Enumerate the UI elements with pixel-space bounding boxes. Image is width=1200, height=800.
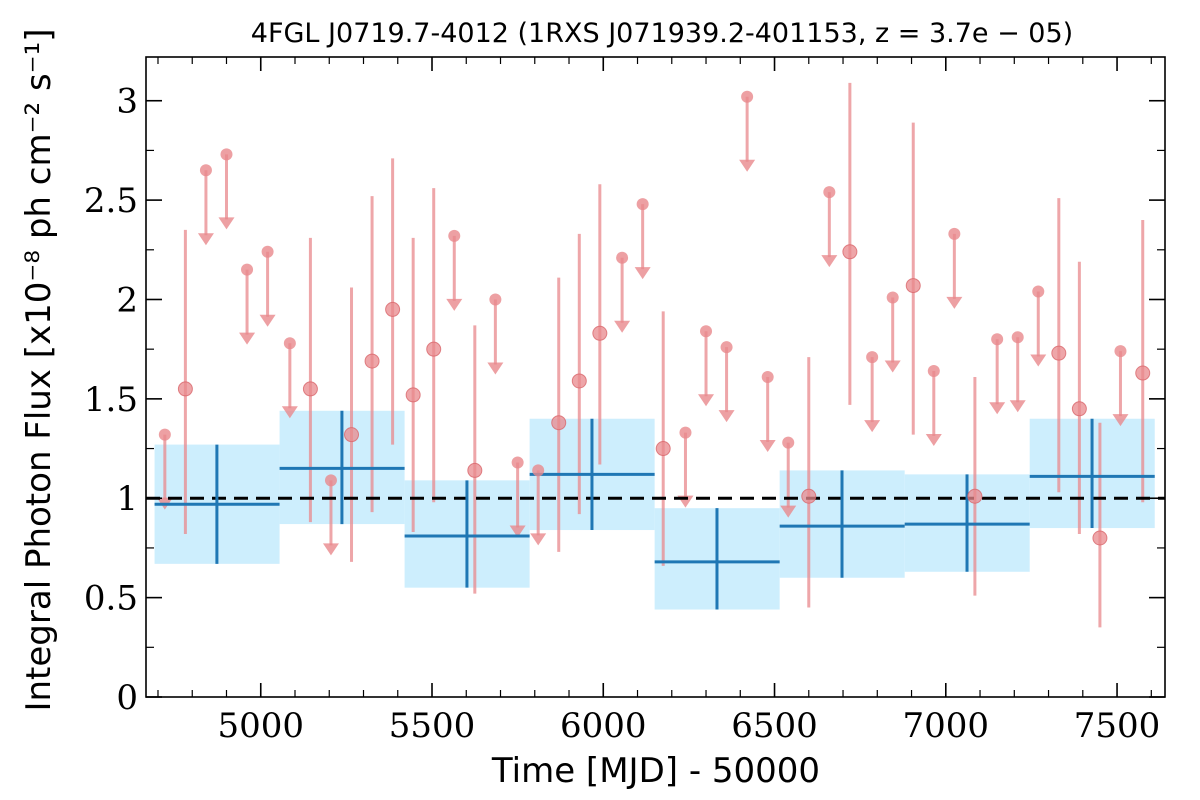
short-bin-point-15 <box>967 488 983 504</box>
short-bin-point-8 <box>551 415 567 431</box>
short-bin-point-12 <box>801 488 817 504</box>
short-bin-point-9 <box>571 373 587 389</box>
upper-limit-point-9 <box>511 456 524 469</box>
upper-limit-point-21 <box>886 291 899 304</box>
short-bin-point-17 <box>1071 401 1087 417</box>
upper-limit-point-12 <box>636 198 649 211</box>
upper-limit-point-22 <box>927 365 940 378</box>
short-bin-point-18 <box>1092 530 1108 546</box>
upper-limit-point-19 <box>823 186 836 199</box>
upper-limit-arrowhead-16 <box>739 159 756 172</box>
upper-limit-point-16 <box>741 90 754 103</box>
upper-limit-arrowhead-3 <box>239 332 256 345</box>
upper-limit-arrowhead-27 <box>1112 414 1129 427</box>
x-tick-label-1: 5500 <box>389 706 476 746</box>
y-tick-label-2: 1 <box>116 479 138 519</box>
upper-limit-arrowhead-26 <box>1030 354 1047 367</box>
axis-ticks: 5000 5500 6000 6500 7000 7500 0 0.5 1 1.5 2 2.5 3 <box>84 57 1165 746</box>
upper-limit-arrowhead-6 <box>322 543 339 556</box>
upper-limit-arrowhead-9 <box>509 525 526 538</box>
upper-limit-arrowhead-19 <box>821 255 838 268</box>
upper-limit-arrowhead-1 <box>197 233 214 246</box>
upper-limit-arrowhead-17 <box>759 440 776 452</box>
upper-limit-point-27 <box>1114 345 1127 358</box>
short-bin-point-10 <box>592 325 608 341</box>
y-tick-label-6: 3 <box>116 82 138 122</box>
x-tick-label-3: 6500 <box>731 706 818 746</box>
short-bin-point-11 <box>655 441 671 457</box>
upper-limit-point-11 <box>616 251 629 264</box>
upper-limit-point-25 <box>1011 331 1024 344</box>
upper-limit-point-2 <box>220 148 233 161</box>
short-bin-point-19 <box>1135 365 1151 381</box>
upper-limit-point-14 <box>700 325 713 338</box>
upper-limit-arrowhead-25 <box>1009 400 1026 413</box>
upper-limit-point-23 <box>948 227 961 240</box>
plot-area <box>146 82 1165 628</box>
upper-limit-point-13 <box>679 426 692 439</box>
upper-limit-point-6 <box>324 474 337 487</box>
y-tick-label-3: 1.5 <box>84 380 138 420</box>
upper-limit-arrowhead-14 <box>698 394 715 407</box>
chart-title: 4FGL J0719.7-4012 (1RXS J071939.2-401153… <box>251 18 1073 49</box>
short-bin-point-13 <box>842 244 858 260</box>
upper-limit-point-24 <box>991 333 1004 346</box>
short-bin-point-3 <box>364 353 380 369</box>
upper-limit-point-1 <box>199 164 212 177</box>
y-axis-label: Integral Photon Flux [x10⁻⁸ ph cm⁻² s⁻¹] <box>19 28 59 711</box>
x-axis-label: Time [MJD] - 50000 <box>491 751 820 791</box>
short-bin-point-1 <box>302 381 318 397</box>
short-bin-point-0 <box>177 381 193 397</box>
upper-limit-point-18 <box>782 436 795 449</box>
short-bin-point-5 <box>405 387 421 403</box>
upper-limit-point-15 <box>720 341 733 354</box>
upper-limit-arrowhead-24 <box>989 402 1006 415</box>
upper-limit-arrowhead-8 <box>487 362 504 375</box>
upper-limit-arrowhead-7 <box>446 298 463 311</box>
upper-limit-point-7 <box>448 229 461 242</box>
upper-limit-arrowhead-5 <box>281 406 298 419</box>
short-bin-point-4 <box>385 301 401 317</box>
x-tick-label-4: 7000 <box>903 706 990 746</box>
upper-limit-point-8 <box>489 293 502 306</box>
upper-limit-point-10 <box>532 464 545 477</box>
x-tick-label-2: 6000 <box>560 706 647 746</box>
short-bin-point-7 <box>467 462 483 478</box>
y-tick-label-5: 2.5 <box>84 181 138 221</box>
x-tick-label-0: 5000 <box>217 706 304 746</box>
upper-limit-point-17 <box>761 371 774 383</box>
x-tick-label-5: 7500 <box>1074 706 1161 746</box>
upper-limit-arrowhead-15 <box>718 410 735 423</box>
upper-limit-arrowhead-20 <box>864 420 881 433</box>
short-bin-point-14 <box>905 278 921 294</box>
upper-limit-point-0 <box>158 428 171 441</box>
upper-limit-arrowhead-18 <box>780 505 797 518</box>
short-bin-point-2 <box>344 427 360 443</box>
upper-limit-arrowhead-11 <box>614 320 631 333</box>
upper-limit-arrowhead-4 <box>259 314 276 327</box>
short-bin-point-16 <box>1051 345 1067 361</box>
short-bin-point-6 <box>426 341 442 357</box>
y-tick-label-1: 0.5 <box>84 579 138 619</box>
upper-limit-arrowhead-10 <box>530 533 547 546</box>
upper-limit-arrowhead-21 <box>884 360 901 373</box>
upper-limit-point-3 <box>241 263 254 276</box>
plot-frame <box>145 56 1166 698</box>
y-tick-label-0: 0 <box>116 678 138 718</box>
upper-limit-arrowhead-23 <box>946 296 963 309</box>
upper-limit-point-26 <box>1032 285 1045 298</box>
y-tick-label-4: 2 <box>116 280 138 320</box>
upper-limit-arrowhead-2 <box>218 217 235 230</box>
upper-limit-arrowhead-12 <box>634 267 651 280</box>
upper-limit-arrowhead-22 <box>925 434 942 447</box>
upper-limit-point-5 <box>283 337 296 350</box>
upper-limit-point-4 <box>261 245 274 258</box>
upper-limit-point-20 <box>866 351 879 364</box>
